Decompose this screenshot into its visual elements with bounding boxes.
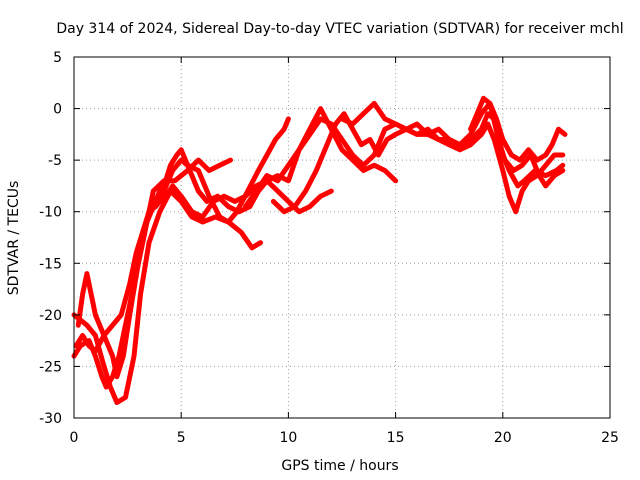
y-tick-label: -10 [39, 205, 62, 221]
y-tick-label: -30 [39, 411, 62, 427]
chart-title: Day 314 of 2024, Sidereal Day-to-day VTE… [56, 21, 623, 37]
series-trace-8 [339, 100, 566, 215]
x-tick-label: 25 [601, 430, 619, 446]
x-tick-label: 10 [279, 430, 297, 446]
x-tick-label: 15 [387, 430, 405, 446]
y-tick-label: -20 [39, 308, 62, 324]
x-axis-label: GPS time / hours [281, 458, 398, 474]
y-axis-label: SDTVAR / TECUs [6, 181, 22, 296]
series-trace-9 [468, 95, 568, 163]
x-tick-label: 0 [70, 430, 79, 446]
grid-lines [74, 57, 610, 418]
x-tick-label: 5 [177, 430, 186, 446]
axis-ticks: 0 5 10 15 20 25 5 0 -5 -10 -15 -20 -25 -30 [39, 50, 619, 446]
y-tick-label: -5 [48, 153, 62, 169]
series-trace-5 [146, 106, 399, 215]
y-tick-label: -25 [39, 359, 62, 375]
plot-frame [73, 56, 611, 419]
y-tick-label: 0 [53, 102, 62, 118]
series-trace-4 [73, 178, 334, 354]
data-traces [71, 95, 568, 405]
series-trace-3 [75, 116, 291, 380]
y-tick-label: -15 [39, 256, 62, 272]
x-tick-label: 20 [494, 430, 512, 446]
y-tick-label: 5 [53, 50, 62, 66]
